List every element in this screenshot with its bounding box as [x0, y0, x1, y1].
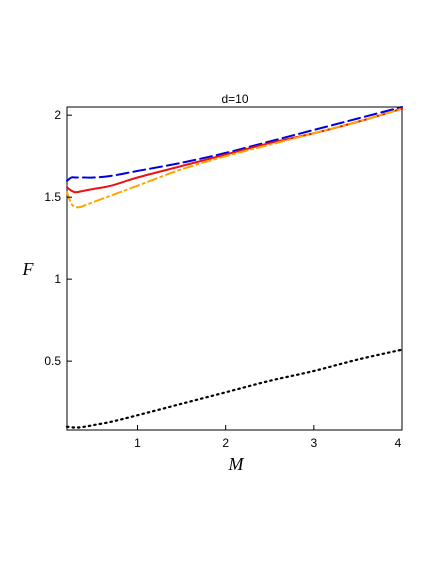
x-axis-label: M: [228, 454, 245, 474]
y-tick-label: 0.5: [44, 354, 61, 368]
x-tick-label: 2: [222, 436, 229, 450]
x-tick-label: 3: [310, 436, 317, 450]
series-layer: [65, 106, 404, 429]
x-tick-label: 1: [134, 436, 141, 450]
x-tick-label: 4: [395, 436, 402, 450]
chart-title: d=10: [221, 92, 248, 106]
y-tick-label: 1: [54, 272, 61, 286]
series-line-3: [66, 107, 403, 209]
plot-frame: [66, 106, 403, 431]
y-axis-ticks: 0.5 1 1.5 2: [44, 108, 72, 368]
series-line-4: [65, 348, 404, 429]
y-tick-label: 1.5: [44, 190, 61, 204]
series-line-1: [66, 106, 403, 182]
y-tick-label: 2: [54, 108, 61, 122]
x-axis-ticks: 1 2 3 4: [134, 425, 403, 450]
y-axis-label: F: [22, 259, 35, 279]
